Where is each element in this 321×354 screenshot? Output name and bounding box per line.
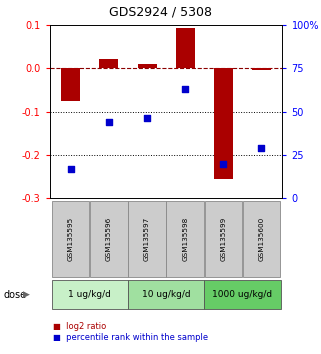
Point xyxy=(106,119,111,125)
FancyBboxPatch shape xyxy=(204,280,281,309)
Text: dose: dose xyxy=(3,290,26,300)
Text: GSM135597: GSM135597 xyxy=(144,217,150,261)
Text: GSM135598: GSM135598 xyxy=(182,217,188,261)
Text: 1000 ug/kg/d: 1000 ug/kg/d xyxy=(213,290,273,299)
Bar xyxy=(100,59,118,68)
Point xyxy=(183,86,188,92)
Text: ▶: ▶ xyxy=(23,290,30,299)
FancyBboxPatch shape xyxy=(128,201,166,277)
Text: 1 ug/kg/d: 1 ug/kg/d xyxy=(68,290,111,299)
FancyBboxPatch shape xyxy=(243,201,280,277)
Text: GSM135595: GSM135595 xyxy=(68,217,74,261)
Text: ■  percentile rank within the sample: ■ percentile rank within the sample xyxy=(53,333,208,342)
Text: GSM135596: GSM135596 xyxy=(106,217,112,261)
Bar xyxy=(252,68,271,70)
Bar xyxy=(214,68,233,179)
FancyBboxPatch shape xyxy=(52,201,90,277)
Text: ■  log2 ratio: ■ log2 ratio xyxy=(53,322,106,331)
FancyBboxPatch shape xyxy=(90,201,127,277)
Point xyxy=(68,166,73,172)
Text: GSM135600: GSM135600 xyxy=(258,217,265,261)
FancyBboxPatch shape xyxy=(205,201,242,277)
FancyBboxPatch shape xyxy=(52,280,128,309)
FancyBboxPatch shape xyxy=(167,201,204,277)
Text: GDS2924 / 5308: GDS2924 / 5308 xyxy=(109,6,212,19)
Point xyxy=(221,161,226,166)
Text: GSM135599: GSM135599 xyxy=(220,217,226,261)
Bar xyxy=(137,64,157,68)
Bar xyxy=(176,28,195,68)
Point xyxy=(259,145,264,151)
Bar xyxy=(61,68,80,101)
Point xyxy=(144,116,150,121)
FancyBboxPatch shape xyxy=(128,280,204,309)
Text: 10 ug/kg/d: 10 ug/kg/d xyxy=(142,290,190,299)
